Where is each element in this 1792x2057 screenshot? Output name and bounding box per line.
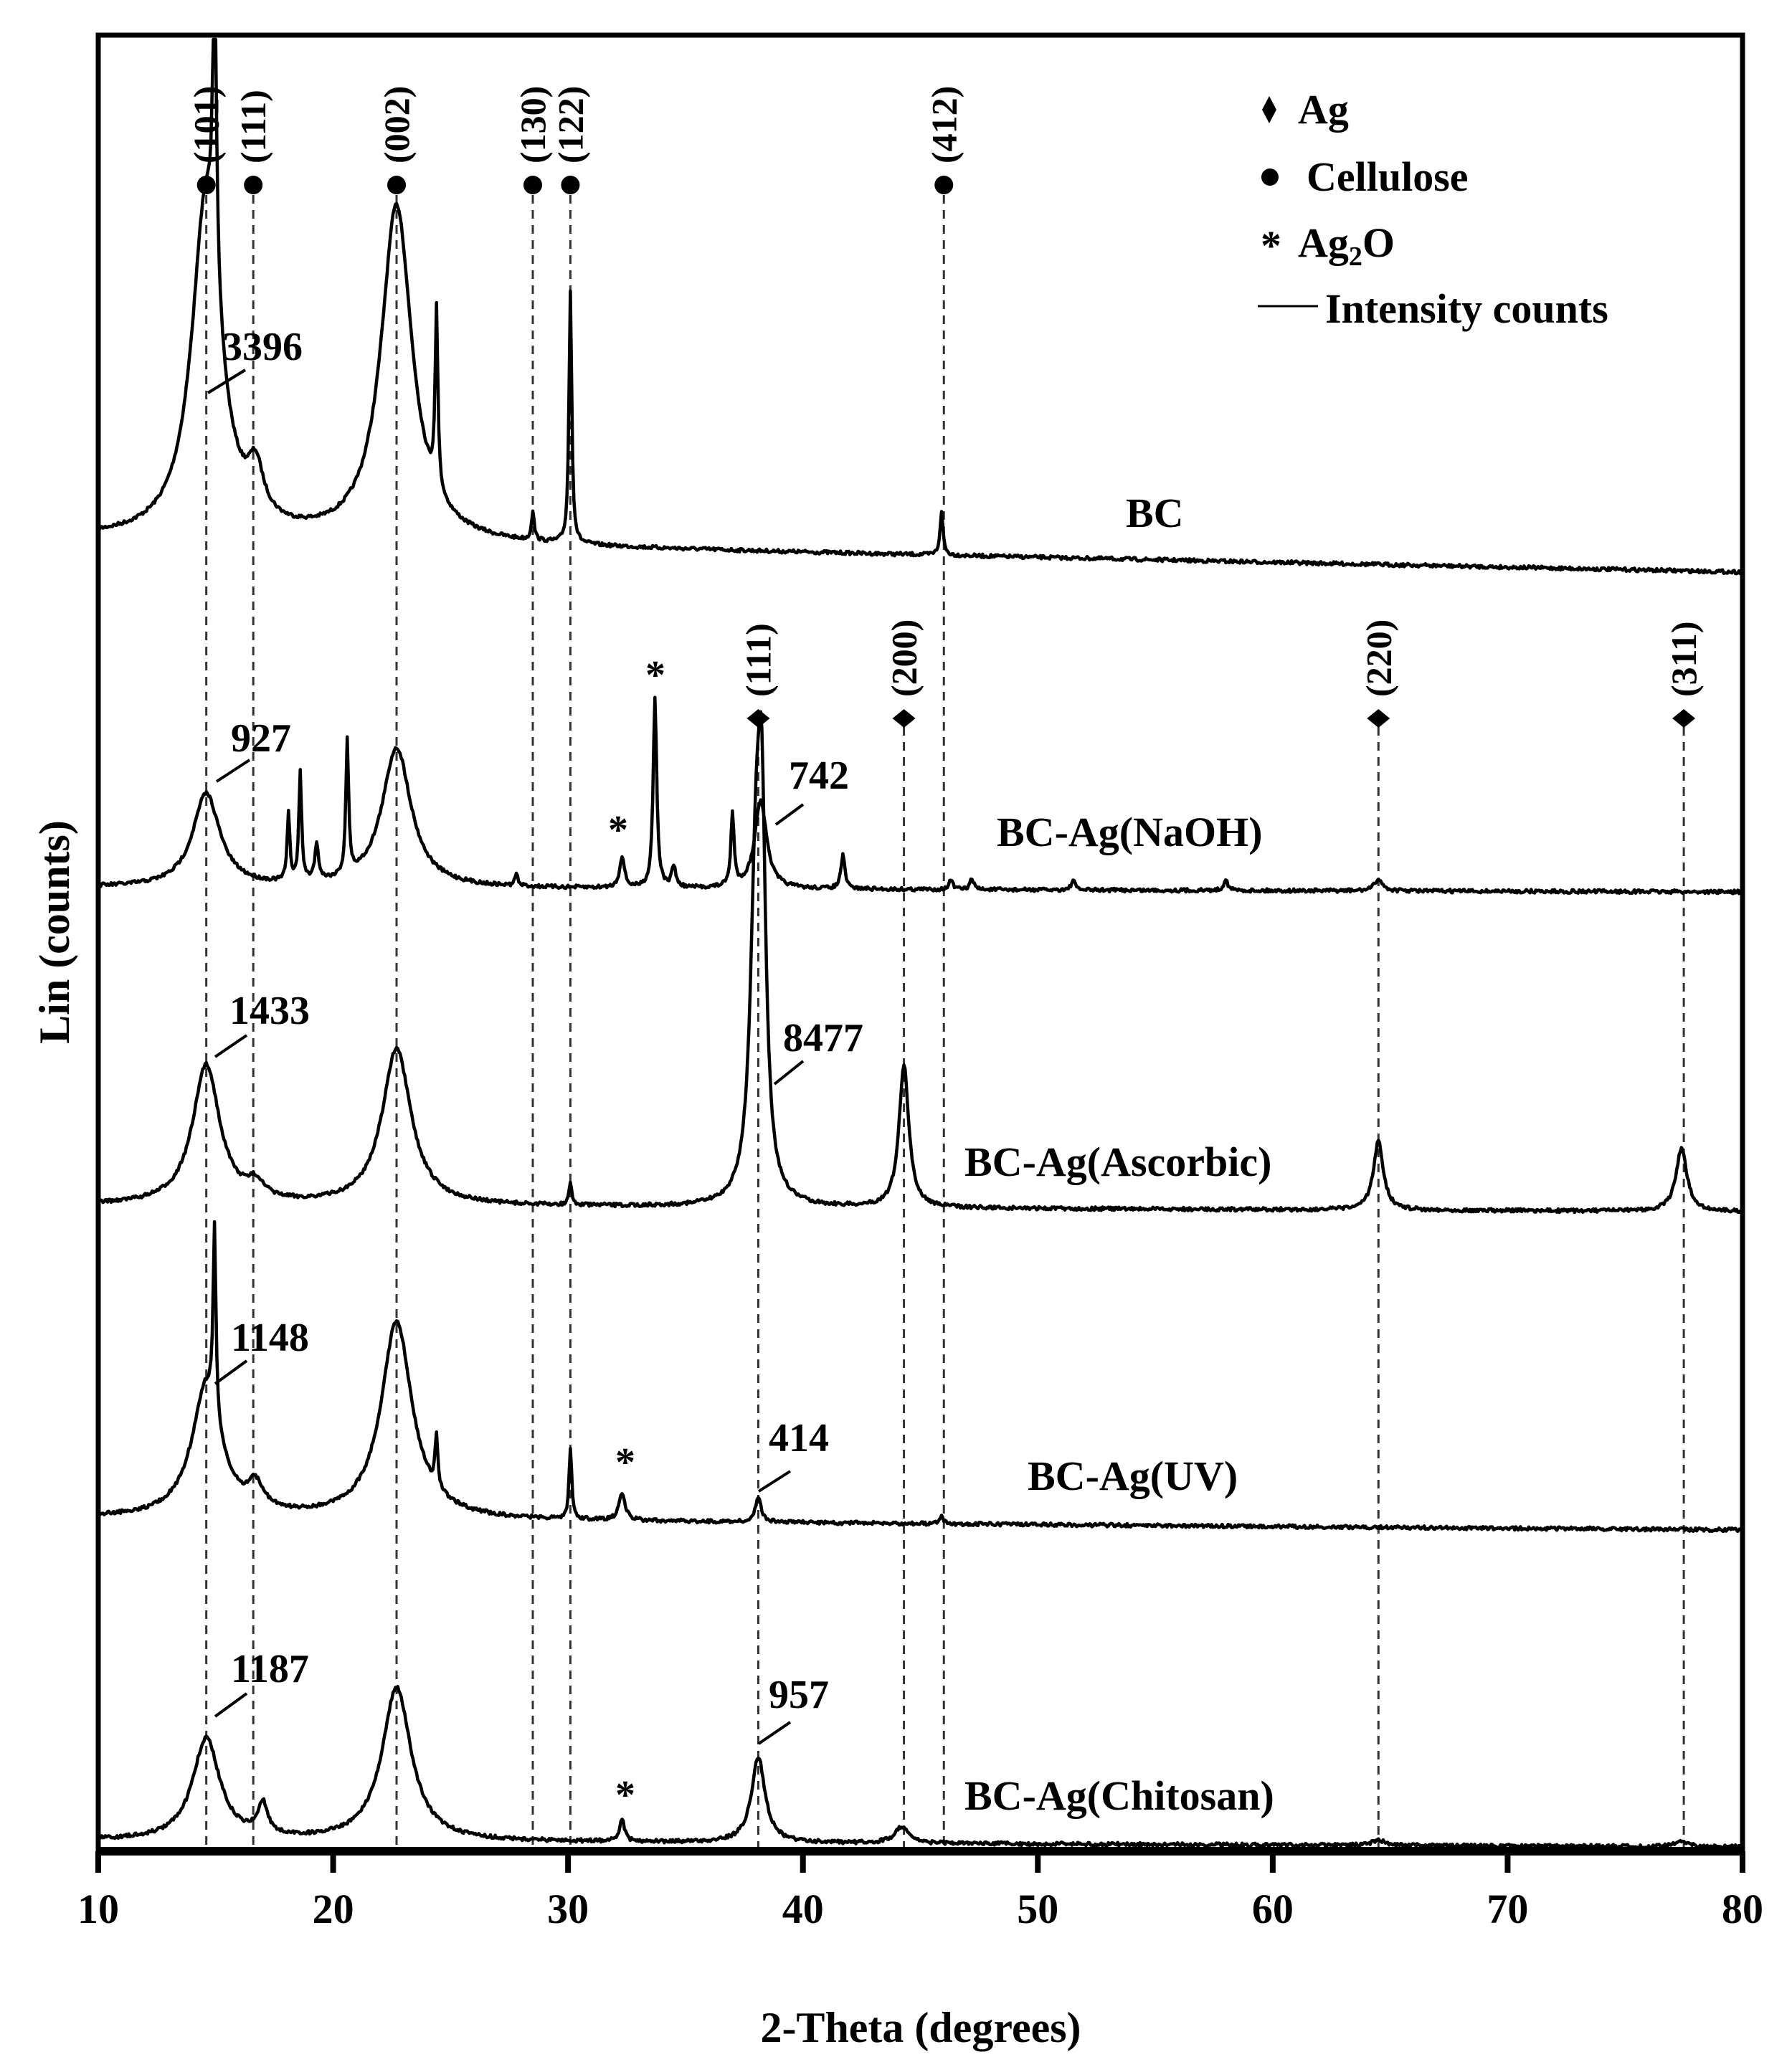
reference-lines: [205, 195, 1685, 1848]
x-tick-label: 10: [77, 1886, 119, 1932]
x-tick-label: 40: [782, 1886, 824, 1932]
hkl-label: (200): [884, 619, 924, 697]
x-tick-label: 30: [547, 1886, 589, 1932]
annotation-leader: [773, 1060, 805, 1085]
hkl-label: (002): [376, 86, 417, 163]
legend-label-ag2o: Ag2O: [1298, 219, 1395, 272]
x-tick-label: 50: [1017, 1886, 1058, 1932]
peak-value-label: 742: [789, 754, 849, 798]
legend-label-cellulose: Cellulose: [1307, 153, 1469, 200]
x-tick-label: 60: [1252, 1886, 1294, 1932]
y-axis-title: Lin (counts): [31, 820, 78, 1044]
trace-bc-ag-naoh-: [97, 695, 1744, 896]
annotation-leader: [757, 1470, 792, 1493]
series-label-bc: BC: [1126, 490, 1184, 536]
circle-icon: [934, 176, 954, 194]
annotation-leader: [215, 759, 251, 783]
peak-value-label: 1433: [229, 989, 310, 1033]
series-label-naoh: BC-Ag(NaOH): [997, 809, 1263, 855]
legend-label-intensity: Intensity counts: [1325, 285, 1608, 332]
circle-icon: [561, 176, 580, 194]
hkl-label: (111): [233, 90, 273, 163]
series-label-chitosan: BC-Ag(Chitosan): [964, 1772, 1274, 1819]
peak-value-label: 3396: [222, 325, 303, 369]
trace-bc-ag-chitosan-: [97, 1685, 1744, 1850]
legend: Ag Cellulose * Ag2O Intensity counts: [1258, 86, 1608, 332]
peak-value-label: 8477: [783, 1016, 863, 1060]
x-axis-title: 2-Theta (degrees): [760, 2004, 1081, 2051]
asterisk-icon: *: [615, 1773, 635, 1818]
peak-value-label: 957: [769, 1673, 829, 1717]
asterisk-icon: *: [615, 1440, 635, 1485]
annotation-leader: [214, 1034, 248, 1058]
hkl-label: (122): [550, 86, 590, 163]
legend-label-ag: Ag: [1298, 86, 1349, 133]
x-tick-label: 70: [1487, 1886, 1528, 1932]
diamond-icon: [892, 709, 916, 728]
diamond-icon: [1672, 709, 1696, 728]
x-tick-label: 20: [313, 1886, 354, 1932]
trace-bc-ag-ascorbic-: [97, 710, 1743, 1215]
phase-markers: (101) (111) (002) (130)(122) (412)(111) (200)…: [186, 86, 1704, 728]
annotation-leader: [207, 369, 247, 394]
hkl-label: (311): [1664, 621, 1704, 697]
series-label-ascorbic: BC-Ag(Ascorbic): [964, 1139, 1271, 1185]
diamond-icon: [1262, 96, 1276, 123]
x-tick-label: 80: [1722, 1886, 1763, 1932]
peak-value-label: 1187: [231, 1647, 309, 1691]
annotation-leader: [757, 1721, 792, 1745]
peak-value-label: 1148: [231, 1316, 309, 1360]
circle-icon: [196, 176, 216, 194]
circle-icon: [387, 176, 407, 194]
hkl-label: (101): [186, 86, 227, 163]
asterisk-icon: *: [645, 653, 665, 698]
series-label-uv: BC-Ag(UV): [1028, 1453, 1238, 1499]
asterisk-icon: *: [1261, 222, 1281, 269]
peak-value-label: 414: [769, 1416, 829, 1460]
diamond-icon: [746, 709, 770, 728]
circle-icon: [244, 176, 263, 194]
asterisk-icon: *: [608, 808, 628, 852]
circle-icon: [1261, 168, 1279, 186]
hkl-label: (412): [924, 86, 964, 163]
diamond-icon: [1367, 709, 1390, 728]
trace-bc-ag-uv-: [97, 1220, 1743, 1534]
diffraction-traces: [96, 37, 1744, 1850]
annotation-leader: [774, 803, 805, 826]
annotation-leader: [214, 1692, 248, 1718]
peak-value-label: 927: [231, 716, 291, 761]
peak-annotations: 3396 927 742 * * 1433 8477 1148 414 * 1187 957 *: [207, 325, 863, 1818]
hkl-label: (111): [738, 623, 778, 697]
circle-icon: [523, 176, 543, 194]
hkl-label: (130): [513, 86, 553, 163]
annotation-leader: [214, 1359, 248, 1385]
x-axis-ticks: 10 20 30 40 50 60 70 80: [77, 1851, 1763, 1932]
hkl-label: (220): [1358, 619, 1398, 697]
trace-bc: [96, 37, 1743, 576]
